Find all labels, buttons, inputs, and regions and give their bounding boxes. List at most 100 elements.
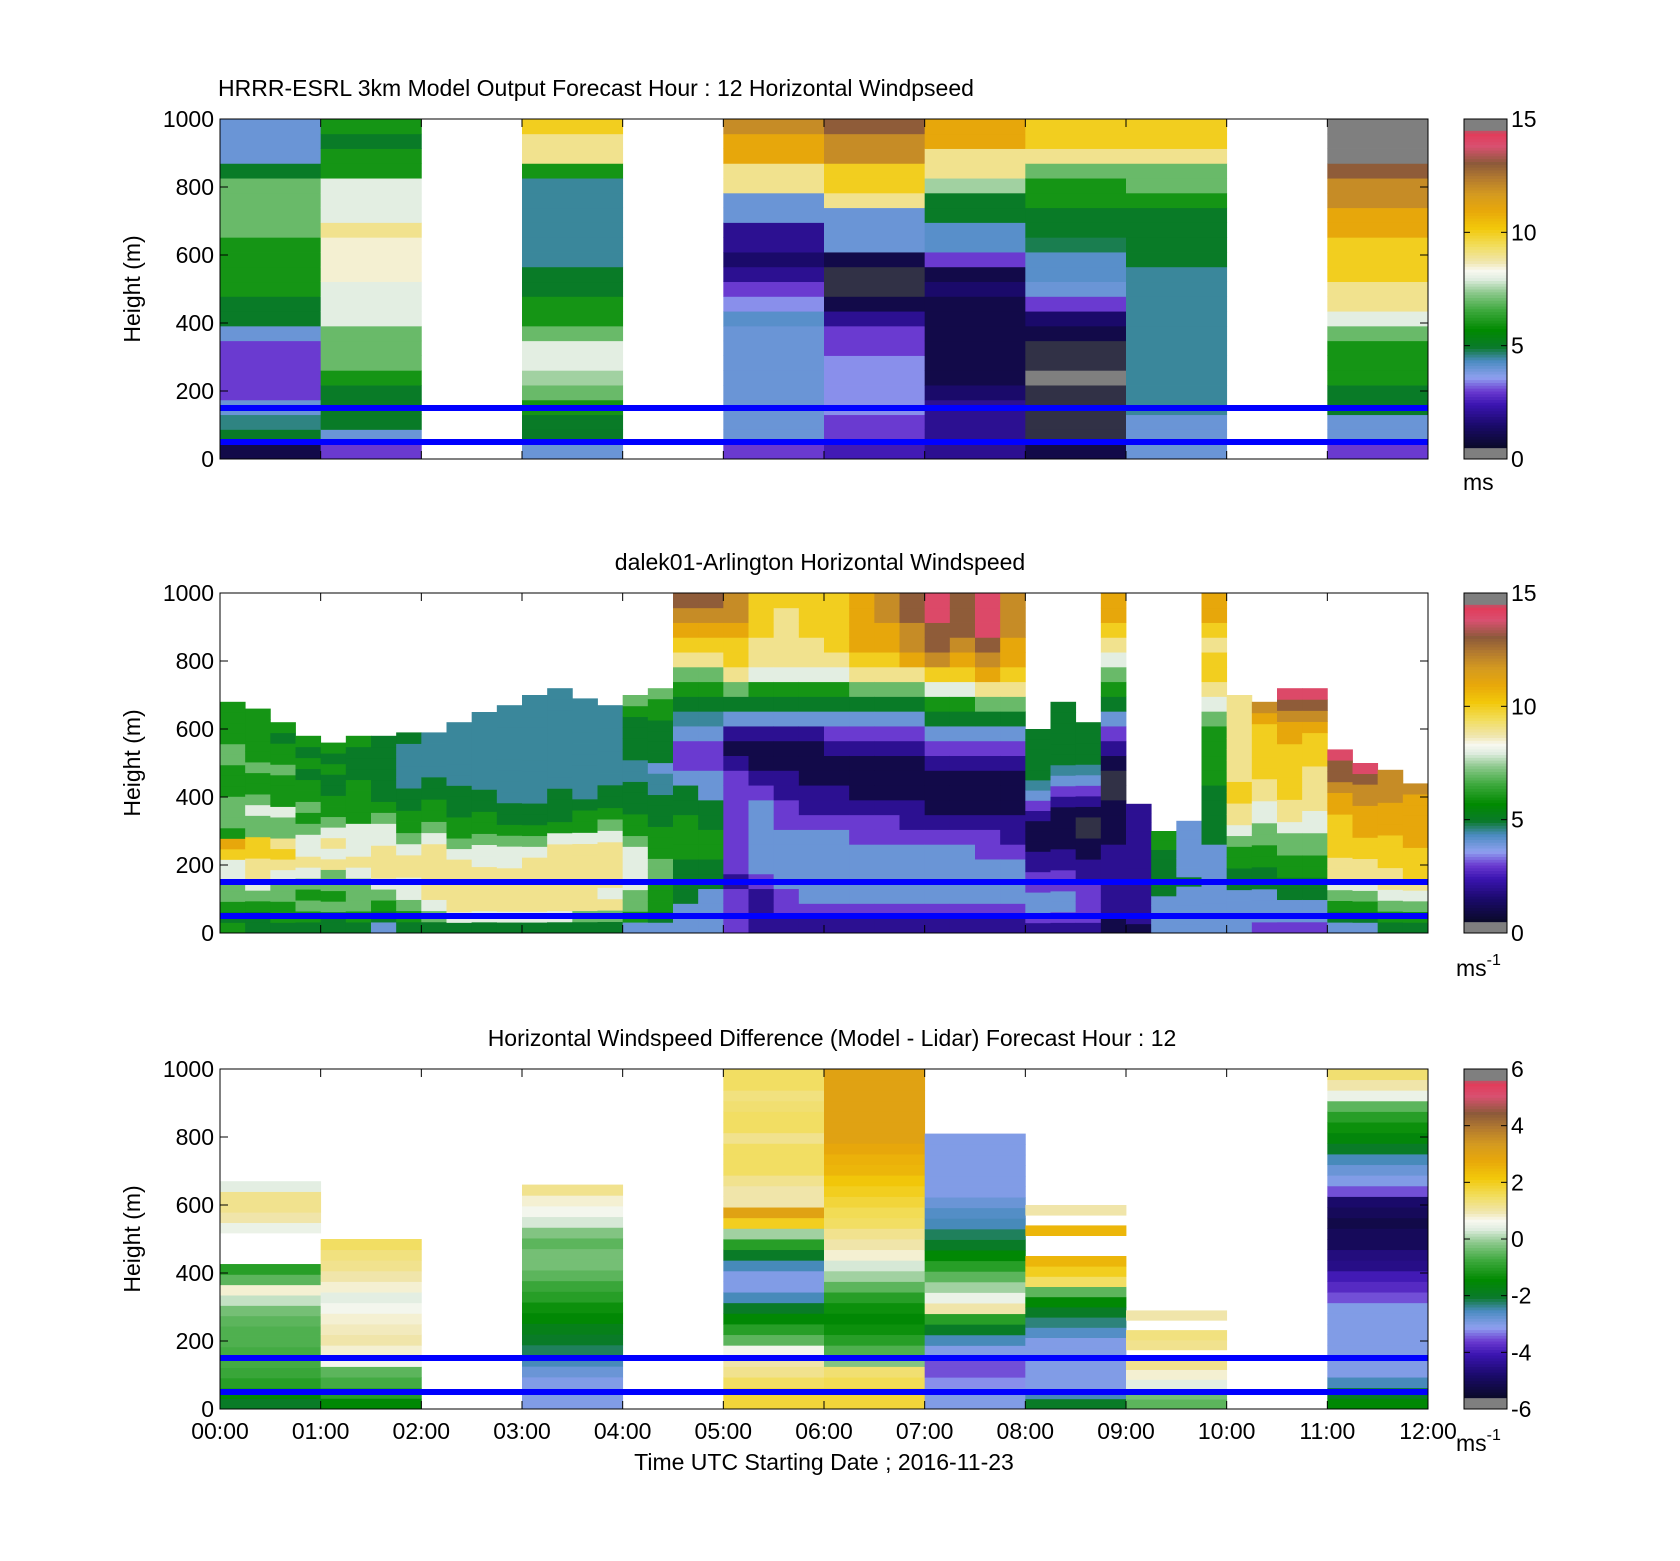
heatmap-cell (1377, 867, 1404, 879)
heatmap-cell (1075, 922, 1102, 934)
heatmap-cell (1226, 814, 1253, 826)
colorbar-swatch (1464, 1097, 1507, 1101)
heatmap-cell (949, 740, 976, 757)
heatmap-cell (723, 652, 749, 668)
heatmap-cell (975, 607, 1001, 623)
colorbar-swatch (1464, 164, 1507, 168)
colorbar-swatch (1464, 153, 1507, 157)
heatmap-cell (1201, 711, 1228, 727)
colorbar-swatch (1464, 1205, 1507, 1209)
heatmap-cell (874, 799, 900, 816)
heatmap-cell (320, 890, 347, 902)
colorbar-swatch (1464, 1273, 1507, 1277)
heatmap-cell (622, 835, 649, 847)
heatmap-cell (1277, 721, 1303, 734)
heatmap-cell (1277, 777, 1303, 789)
heatmap-cell (723, 281, 825, 297)
heatmap-cell (1075, 806, 1102, 818)
heatmap-cell (874, 666, 900, 683)
heatmap-cell (471, 921, 498, 934)
heatmap-cell (622, 868, 649, 880)
heatmap-cell (421, 765, 447, 778)
heatmap-cell (975, 681, 1001, 697)
colorbar-swatch (1464, 1137, 1507, 1141)
heatmap-cell (975, 755, 1001, 771)
heatmap-cell (824, 1313, 926, 1325)
heatmap-cell (924, 888, 951, 904)
heatmap-cell (522, 1195, 624, 1207)
heatmap-cell (824, 593, 850, 609)
colorbar-swatch (1464, 144, 1507, 148)
colorbar-swatch (1464, 1111, 1507, 1115)
heatmap-cell (371, 757, 397, 770)
colorbar-swatch (1464, 184, 1507, 188)
heatmap-cell (220, 192, 322, 209)
heatmap-cell (1126, 905, 1152, 915)
heatmap-cell (723, 1111, 825, 1123)
colorbar-tick-label: 4 (1511, 1113, 1524, 1139)
colorbar-swatch (1464, 158, 1507, 162)
heatmap-cell (320, 742, 347, 754)
heatmap-cell (924, 1292, 1026, 1304)
heatmap-cell (622, 824, 649, 837)
heatmap-cell (1025, 759, 1051, 771)
heatmap-cell (547, 699, 573, 711)
heatmap-cell (723, 1398, 825, 1410)
colorbar-swatch (1464, 850, 1507, 855)
heatmap-cell (371, 900, 397, 912)
colorbar-swatch (1464, 1267, 1507, 1271)
heatmap-cell (924, 844, 951, 860)
heatmap-cell (1176, 914, 1202, 925)
colorbar-swatch (1464, 907, 1507, 911)
heatmap-cell (924, 726, 951, 742)
heatmap-cell (496, 705, 523, 717)
heatmap-cell (1025, 729, 1051, 740)
colorbar-swatch (1464, 348, 1507, 352)
colorbar-swatch (1464, 862, 1507, 866)
colorbar-swatch (1464, 1168, 1507, 1172)
heatmap-cell (471, 833, 498, 845)
heatmap-cell (220, 1357, 322, 1368)
y-tick-label: 200 (176, 378, 214, 404)
heatmap-cell (295, 900, 322, 912)
heatmap-cell (320, 1313, 422, 1325)
colorbar-swatch (1464, 1375, 1507, 1379)
colorbar-swatch (1464, 204, 1507, 208)
colorbar-swatch (1464, 1216, 1507, 1220)
heatmap-cell (597, 819, 624, 831)
heatmap-cell (421, 776, 447, 789)
colorbar-swatch (1464, 240, 1507, 245)
heatmap-cell (1025, 1337, 1127, 1349)
heatmap-cell (522, 207, 624, 223)
heatmap-cell (824, 340, 926, 356)
colorbar-swatch (1464, 430, 1507, 434)
heatmap-cell (647, 922, 674, 934)
heatmap-cell (748, 814, 775, 830)
colorbar-tick-label: 10 (1511, 693, 1537, 719)
heatmap-cell (874, 681, 900, 697)
heatmap-cell (496, 737, 523, 749)
heatmap-cell (899, 711, 926, 727)
heatmap-cell (1075, 764, 1102, 776)
heatmap-cell (824, 163, 926, 179)
reference-lines (220, 405, 1428, 445)
heatmap-cell (824, 918, 850, 934)
colorbar-swatch (1464, 218, 1507, 222)
heatmap-cell (1126, 192, 1228, 209)
heatmap-cell (1176, 839, 1202, 850)
heatmap-cell (1277, 732, 1303, 745)
heatmap-cell (975, 888, 1001, 904)
colorbar-swatch (1464, 799, 1507, 804)
colorbar-swatch (1464, 1233, 1507, 1237)
heatmap-cell (924, 1239, 1026, 1251)
colorbar-swatch (1464, 1241, 1507, 1246)
heatmap-cell (220, 1377, 322, 1389)
colorbar-swatch (1464, 1394, 1507, 1399)
heatmap-cell (723, 1143, 825, 1155)
heatmap-cell (1075, 753, 1102, 765)
heatmap-cell (824, 622, 850, 638)
heatmap-cell (924, 652, 951, 668)
heatmap-cell (522, 192, 624, 209)
heatmap-cell (572, 743, 598, 755)
heatmap-cell (849, 755, 875, 771)
